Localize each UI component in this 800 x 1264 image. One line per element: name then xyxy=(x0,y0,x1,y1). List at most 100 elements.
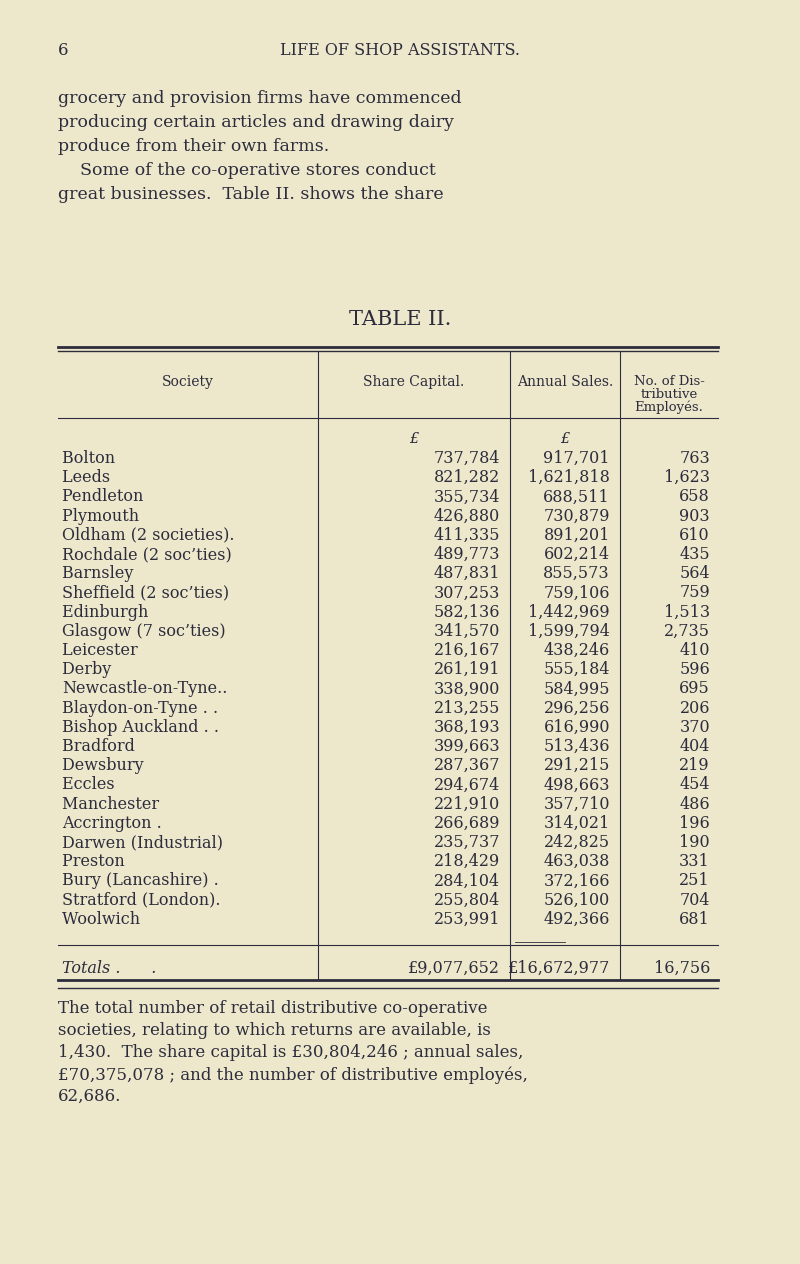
Text: No. of Dis-: No. of Dis- xyxy=(634,375,705,388)
Text: 695: 695 xyxy=(679,680,710,698)
Text: 255,804: 255,804 xyxy=(434,891,500,909)
Text: 582,136: 582,136 xyxy=(434,604,500,621)
Text: Accrington .: Accrington . xyxy=(62,815,187,832)
Text: 1,623: 1,623 xyxy=(664,469,710,487)
Text: 266,689: 266,689 xyxy=(434,815,500,832)
Text: 454: 454 xyxy=(679,776,710,794)
Text: 610: 610 xyxy=(679,527,710,544)
Text: 410: 410 xyxy=(679,642,710,659)
Text: 513,436: 513,436 xyxy=(543,738,610,755)
Text: TABLE II.: TABLE II. xyxy=(349,310,451,329)
Text: 1,513: 1,513 xyxy=(664,604,710,621)
Text: Plymouth: Plymouth xyxy=(62,508,175,525)
Text: 338,900: 338,900 xyxy=(434,680,500,698)
Text: 196: 196 xyxy=(679,815,710,832)
Text: 296,256: 296,256 xyxy=(544,699,610,717)
Text: 221,910: 221,910 xyxy=(434,795,500,813)
Text: 584,995: 584,995 xyxy=(543,680,610,698)
Text: 2,735: 2,735 xyxy=(664,623,710,640)
Text: 526,100: 526,100 xyxy=(544,891,610,909)
Text: tributive: tributive xyxy=(640,388,698,401)
Text: 307,253: 307,253 xyxy=(434,584,500,602)
Text: 242,825: 242,825 xyxy=(544,834,610,851)
Text: Barnsley: Barnsley xyxy=(62,565,174,583)
Text: Manchester: Manchester xyxy=(62,795,190,813)
Text: 219: 219 xyxy=(679,757,710,774)
Text: 492,366: 492,366 xyxy=(544,911,610,928)
Text: great businesses.  Table II. shows the share: great businesses. Table II. shows the sh… xyxy=(58,186,444,204)
Text: 759: 759 xyxy=(679,584,710,602)
Text: 821,282: 821,282 xyxy=(434,469,500,487)
Text: 463,038: 463,038 xyxy=(544,853,610,870)
Text: 498,663: 498,663 xyxy=(543,776,610,794)
Text: Bradford: Bradford xyxy=(62,738,181,755)
Text: Annual Sales.: Annual Sales. xyxy=(517,375,613,389)
Text: 759,106: 759,106 xyxy=(543,584,610,602)
Text: 426,880: 426,880 xyxy=(434,508,500,525)
Text: Totals .      .: Totals . . xyxy=(62,959,156,977)
Text: £: £ xyxy=(560,432,570,446)
Text: grocery and provision firms have commenced: grocery and provision firms have commenc… xyxy=(58,90,462,107)
Text: LIFE OF SHOP ASSISTANTS.: LIFE OF SHOP ASSISTANTS. xyxy=(280,42,520,59)
Text: 616,990: 616,990 xyxy=(543,719,610,736)
Text: 251: 251 xyxy=(679,872,710,890)
Text: 1,430.  The share capital is £30,804,246 ; annual sales,: 1,430. The share capital is £30,804,246 … xyxy=(58,1044,523,1060)
Text: Pendleton: Pendleton xyxy=(62,488,174,506)
Text: 1,442,969: 1,442,969 xyxy=(528,604,610,621)
Text: Blaydon-on-Tyne . .: Blaydon-on-Tyne . . xyxy=(62,699,218,717)
Text: societies, relating to which returns are available, is: societies, relating to which returns are… xyxy=(58,1023,491,1039)
Text: 487,831: 487,831 xyxy=(434,565,500,583)
Text: 903: 903 xyxy=(679,508,710,525)
Text: 368,193: 368,193 xyxy=(434,719,500,736)
Text: 261,191: 261,191 xyxy=(434,661,500,679)
Text: 596: 596 xyxy=(679,661,710,679)
Text: Edinburgh: Edinburgh xyxy=(62,604,184,621)
Text: 341,570: 341,570 xyxy=(434,623,500,640)
Text: Bishop Auckland . .: Bishop Auckland . . xyxy=(62,719,219,736)
Text: 284,104: 284,104 xyxy=(434,872,500,890)
Text: Sheffield (2 soc’ties): Sheffield (2 soc’ties) xyxy=(62,584,229,602)
Text: 16,756: 16,756 xyxy=(654,959,710,977)
Text: 206: 206 xyxy=(679,699,710,717)
Text: Society: Society xyxy=(162,375,214,389)
Text: 737,784: 737,784 xyxy=(434,450,500,466)
Text: 763: 763 xyxy=(679,450,710,466)
Text: 730,879: 730,879 xyxy=(543,508,610,525)
Text: 235,737: 235,737 xyxy=(434,834,500,851)
Text: Oldham (2 societies).: Oldham (2 societies). xyxy=(62,527,234,544)
Text: 331: 331 xyxy=(679,853,710,870)
Text: Bury (Lancashire) .: Bury (Lancashire) . xyxy=(62,872,218,890)
Text: 564: 564 xyxy=(679,565,710,583)
Text: 372,166: 372,166 xyxy=(543,872,610,890)
Text: 435: 435 xyxy=(679,546,710,562)
Text: £: £ xyxy=(410,432,418,446)
Text: £16,672,977: £16,672,977 xyxy=(508,959,610,977)
Text: 213,255: 213,255 xyxy=(434,699,500,717)
Text: 1,599,794: 1,599,794 xyxy=(528,623,610,640)
Text: 704: 704 xyxy=(679,891,710,909)
Text: 855,573: 855,573 xyxy=(543,565,610,583)
Text: Some of the co-operative stores conduct: Some of the co-operative stores conduct xyxy=(58,162,436,179)
Text: Leicester: Leicester xyxy=(62,642,178,659)
Text: Woolwich: Woolwich xyxy=(62,911,176,928)
Text: Dewsbury: Dewsbury xyxy=(62,757,179,774)
Text: 438,246: 438,246 xyxy=(544,642,610,659)
Text: 218,429: 218,429 xyxy=(434,853,500,870)
Text: £9,077,652: £9,077,652 xyxy=(408,959,500,977)
Text: Leeds: Leeds xyxy=(62,469,172,487)
Text: 190: 190 xyxy=(679,834,710,851)
Text: 399,663: 399,663 xyxy=(434,738,500,755)
Text: 62,686.: 62,686. xyxy=(58,1088,122,1105)
Text: 314,021: 314,021 xyxy=(544,815,610,832)
Text: Employés.: Employés. xyxy=(634,401,703,415)
Text: 891,201: 891,201 xyxy=(544,527,610,544)
Text: producing certain articles and drawing dairy: producing certain articles and drawing d… xyxy=(58,114,454,131)
Text: 917,701: 917,701 xyxy=(543,450,610,466)
Text: The total number of retail distributive co-operative: The total number of retail distributive … xyxy=(58,1000,487,1018)
Text: Newcastle-on-Tyne..: Newcastle-on-Tyne.. xyxy=(62,680,227,698)
Text: Stratford (London).: Stratford (London). xyxy=(62,891,221,909)
Text: 489,773: 489,773 xyxy=(434,546,500,562)
Text: 411,335: 411,335 xyxy=(434,527,500,544)
Text: 555,184: 555,184 xyxy=(543,661,610,679)
Text: 357,710: 357,710 xyxy=(543,795,610,813)
